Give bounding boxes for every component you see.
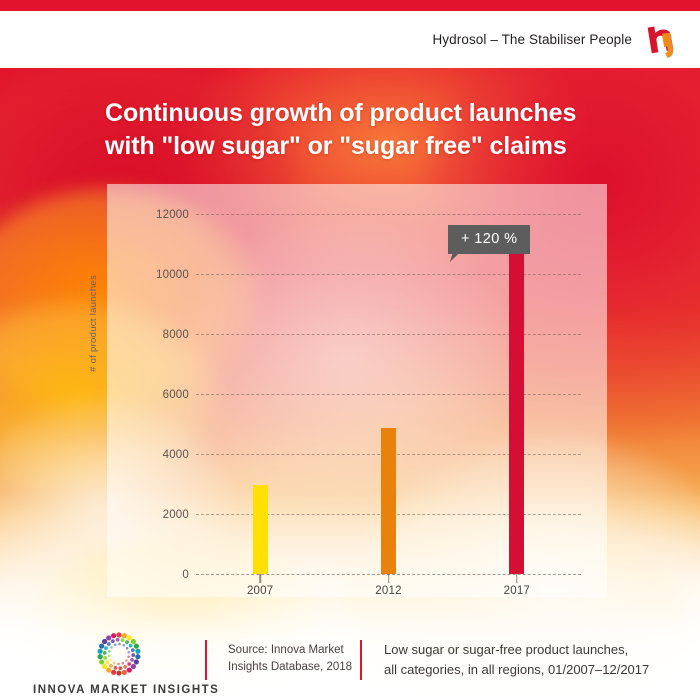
bar-2007: 2007 xyxy=(247,484,273,597)
footer: INNOVA MARKET INSIGHTS Source: Innova Ma… xyxy=(0,618,700,700)
y-tick-label-2000: 2000 xyxy=(162,509,189,521)
header-band: Hydrosol – The Stabiliser People xyxy=(0,11,700,68)
header-claim-text: Hydrosol – The Stabiliser People xyxy=(432,32,632,47)
description-line-2: all categories, in all regions, 01/2007–… xyxy=(384,662,650,678)
x-tick-label-2017: 2017 xyxy=(503,585,531,597)
description-text: Low sugar or sugar-free product launches… xyxy=(384,640,684,680)
source-text: Source: Innova Market Insights Database,… xyxy=(228,642,358,677)
y-tick-label-0: 0 xyxy=(182,569,189,581)
y-tick-label-4000: 4000 xyxy=(162,449,189,461)
y-tick-label-6000: 6000 xyxy=(162,389,189,401)
y-tick-label-10000: 10000 xyxy=(156,269,189,281)
x-tick-mark-2017 xyxy=(516,574,518,583)
x-tick-mark-2007 xyxy=(259,574,261,583)
footer-divider-1 xyxy=(205,640,207,680)
bar-2017: 2017 xyxy=(504,247,530,597)
gridline-6000: 6000 xyxy=(163,389,581,401)
y-axis-title: # of product launches xyxy=(88,274,99,372)
source-line-1: Source: Innova Market xyxy=(228,644,344,656)
hydrosol-hy-logo xyxy=(642,19,684,61)
x-tick-label-2007: 2007 xyxy=(246,585,274,597)
gridline-8000: 8000 xyxy=(163,329,581,341)
footer-divider-2 xyxy=(360,640,362,680)
description-line-1: Low sugar or sugar-free product launches… xyxy=(384,642,629,657)
innova-logo-text: INNOVA MARKET INSIGHTS xyxy=(33,684,220,696)
innova-ring-icon xyxy=(93,628,145,680)
source-line-2: Insights Database, 2018 xyxy=(228,661,353,674)
top-accent-rule xyxy=(0,0,700,11)
headline-line-1: Continuous growth of product launches xyxy=(105,99,577,127)
x-tick-label-2012: 2012 xyxy=(375,585,402,597)
page-title: Continuous growth of product launches wi… xyxy=(105,97,650,163)
bar-chart-plot: 0 2000 4000 6000 8000 10000 12000 2007 2012 2017 xyxy=(156,209,581,597)
x-tick-mark-2012 xyxy=(387,574,390,583)
headline-line-2: with "low sugar" or "sugar free" claims xyxy=(105,132,567,160)
bar-2012: 2012 xyxy=(375,427,401,597)
y-tick-label-8000: 8000 xyxy=(162,329,189,341)
gridline-10000: 10000 xyxy=(156,269,581,281)
innova-logo: INNOVA MARKET INSIGHTS xyxy=(33,628,220,696)
growth-callout-badge: + 120 % xyxy=(448,225,531,254)
gridline-12000: 12000 xyxy=(156,209,581,221)
y-tick-label-12000: 12000 xyxy=(156,209,189,221)
